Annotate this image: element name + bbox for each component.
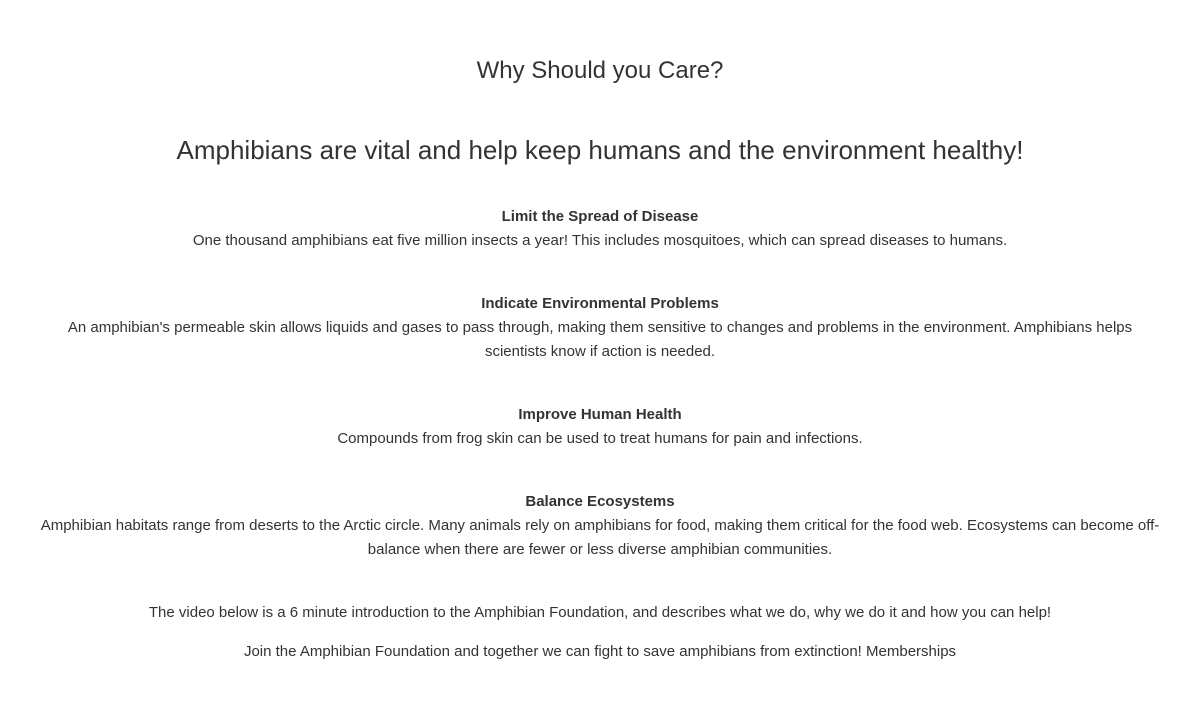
memberships-link[interactable]: Memberships: [866, 643, 957, 660]
reason-text: Amphibian habitats range from deserts to…: [40, 517, 1160, 558]
reason-environmental-problems: Indicate Environmental Problems An amphi…: [40, 292, 1160, 364]
video-intro-text: The video below is a 6 minute introducti…: [148, 604, 1052, 621]
join-text-line: Join the Amphibian Foundation and togeth…: [0, 640, 1200, 664]
reason-title: Balance Ecosystems: [525, 493, 675, 510]
reason-title: Improve Human Health: [518, 406, 682, 423]
reason-text: Compounds from frog skin can be used to …: [337, 430, 863, 447]
reason-limit-disease: Limit the Spread of Disease One thousand…: [40, 205, 1160, 253]
reason-title: Limit the Spread of Disease: [501, 208, 699, 225]
reason-title: Indicate Environmental Problems: [481, 295, 719, 312]
section-title: Why Should you Care?: [476, 57, 724, 84]
reason-balance-ecosystems: Balance Ecosystems Amphibian habitats ra…: [40, 490, 1160, 562]
headline: Amphibians are vital and help keep human…: [176, 135, 1024, 165]
reason-human-health: Improve Human Health Compounds from frog…: [40, 403, 1160, 451]
join-text: Join the Amphibian Foundation and togeth…: [243, 643, 862, 660]
reason-text: One thousand amphibians eat five million…: [192, 232, 1008, 249]
reason-text: An amphibian's permeable skin allows liq…: [67, 319, 1133, 360]
